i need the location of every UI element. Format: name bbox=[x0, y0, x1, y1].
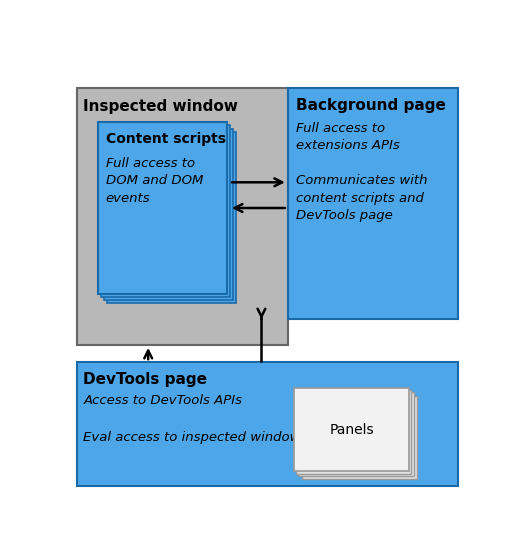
Bar bbox=[296, 390, 411, 474]
Bar bbox=[299, 393, 414, 476]
Text: Access to DevTools APIs

Eval access to inspected window: Access to DevTools APIs Eval access to i… bbox=[84, 394, 301, 444]
Bar bbox=[288, 88, 458, 319]
Text: Inspected window: Inspected window bbox=[84, 99, 239, 114]
Bar bbox=[77, 88, 288, 345]
Text: Full access to
DOM and DOM
events: Full access to DOM and DOM events bbox=[105, 157, 203, 205]
Text: Full access to
extensions APIs

Communicates with
content scripts and
DevTools p: Full access to extensions APIs Communica… bbox=[296, 122, 428, 222]
Bar bbox=[294, 388, 409, 471]
Text: DevTools page: DevTools page bbox=[84, 371, 207, 386]
Bar bbox=[101, 126, 230, 297]
Text: Content scripts: Content scripts bbox=[105, 132, 226, 146]
Bar bbox=[302, 395, 417, 479]
Text: Background page: Background page bbox=[296, 97, 446, 112]
Bar bbox=[107, 132, 236, 303]
Bar bbox=[98, 122, 227, 294]
Bar bbox=[104, 128, 233, 300]
Bar bbox=[77, 362, 458, 486]
Text: Panels: Panels bbox=[329, 423, 374, 436]
